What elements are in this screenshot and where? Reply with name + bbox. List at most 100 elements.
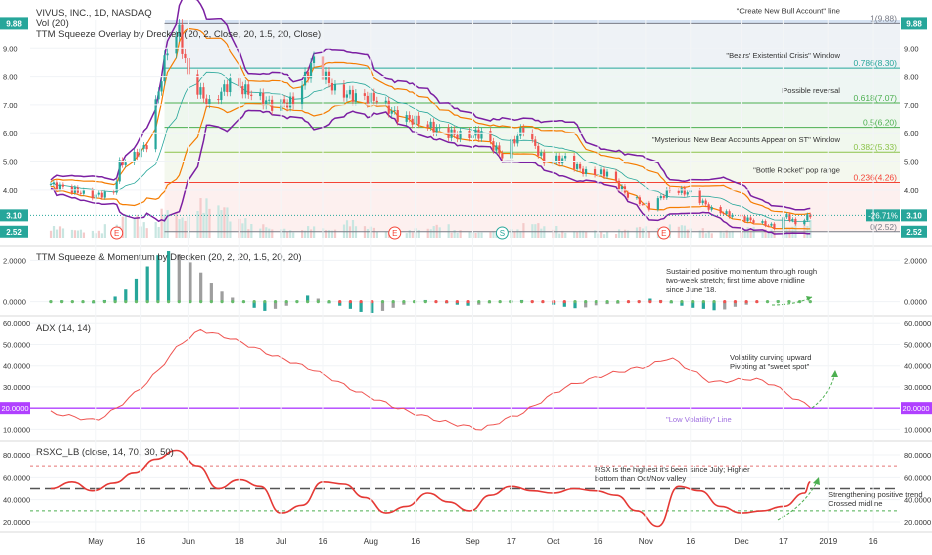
candle-body xyxy=(788,214,791,221)
squeeze-dots xyxy=(49,300,812,304)
momentum-bar xyxy=(701,301,705,309)
adx-tick-left-4: 50.0000 xyxy=(3,340,30,349)
candle-body xyxy=(163,55,166,82)
candle-body xyxy=(662,196,665,198)
price-badges: 9.88 9.88 3.10 3.10 2.52 2.52 -26.71% xyxy=(0,17,927,238)
rsx-tick-right-1: 40.0000 xyxy=(904,496,931,505)
volume-bar xyxy=(121,216,124,238)
volume-bar xyxy=(241,223,244,238)
momentum-tick-left-1: 2.0000 xyxy=(3,256,26,265)
candle-body xyxy=(453,129,456,135)
candle-body xyxy=(241,86,244,95)
candle-body xyxy=(806,214,809,221)
candle-body xyxy=(561,158,564,164)
candle-body xyxy=(384,100,387,103)
badge-right-2 xyxy=(901,225,927,238)
volume-bar xyxy=(292,232,295,238)
volume-bar xyxy=(438,227,441,238)
momentum-tick-right-0: 0.0000 xyxy=(904,298,927,307)
candle-body xyxy=(677,190,680,193)
momentum-bar xyxy=(166,251,171,302)
candle-body xyxy=(435,127,438,133)
squeeze-dot xyxy=(605,300,609,304)
rsx-level-lines xyxy=(30,465,900,512)
volume-bar xyxy=(447,224,450,238)
badge-left-2 xyxy=(0,225,28,238)
price-tick-left-5: 9.00 xyxy=(3,44,18,53)
badge-right-text-1: 3.10 xyxy=(906,211,922,220)
rsx-tick-left-1: 40.0000 xyxy=(3,496,30,505)
volume-bar xyxy=(767,231,770,238)
momentum-bar xyxy=(134,278,139,302)
squeeze-dot xyxy=(188,300,192,304)
volume-bar xyxy=(82,232,86,238)
rsx-tick-right-0: 20.0000 xyxy=(904,518,931,527)
adx-reference-line: 20.0000 20.0000 xyxy=(0,402,932,415)
badge-right-1 xyxy=(901,209,927,222)
rsx-annotation-2: Strengthening positive trend Crossed midl… xyxy=(828,490,923,508)
price-axis: 4.00 4.00 5.00 5.00 6.00 6.00 7.00 7.00 8.00 8.00… xyxy=(3,44,919,195)
momentum-bar xyxy=(733,301,738,307)
momentum-bar xyxy=(124,289,128,302)
momentum-bar xyxy=(306,295,310,302)
adx-reference-badge-left-text: 20.0000 xyxy=(1,404,28,413)
x-tick-14: Dec xyxy=(734,537,748,546)
volume-bar xyxy=(617,229,621,238)
squeeze-dot xyxy=(423,300,427,304)
momentum-bar xyxy=(723,301,727,310)
rsx-axis: 20.0000 20.0000 40.0000 40.0000 60.0000 60.00… xyxy=(3,451,931,527)
squeeze-dot xyxy=(166,300,171,304)
volume-bar xyxy=(154,222,157,238)
candle-body xyxy=(605,171,609,177)
badge-left-text-2: 2.52 xyxy=(6,228,22,237)
candle-body xyxy=(202,87,205,99)
squeeze-dot xyxy=(402,300,406,304)
badge-left-0 xyxy=(0,17,28,30)
volume-bar xyxy=(417,230,420,238)
candle-body xyxy=(728,211,731,217)
volume-bar xyxy=(450,232,453,238)
candle-body xyxy=(262,92,265,106)
candle-body xyxy=(303,71,307,86)
candle-body xyxy=(160,81,163,92)
squeeze-dot xyxy=(509,300,513,304)
squeeze-dot xyxy=(744,300,748,304)
x-tick-5: 16 xyxy=(319,537,328,546)
volume-bar xyxy=(794,224,797,238)
candle-body xyxy=(55,182,59,190)
rsx-title: RSXC_LB (close, 14, 70, 30, 50) xyxy=(36,447,174,458)
price-tick-left-2: 6.00 xyxy=(3,129,18,138)
squeeze-dot xyxy=(541,300,545,304)
momentum-bar xyxy=(391,301,395,308)
adx-reference-badge-right xyxy=(901,402,932,415)
momentum-bar xyxy=(209,283,213,302)
volume-bar xyxy=(70,229,74,238)
x-tick-13: 16 xyxy=(686,537,695,546)
candle-body xyxy=(178,24,181,37)
x-tick-4: Jul xyxy=(276,537,286,546)
squeeze-dot xyxy=(519,300,524,304)
overlay-label: TTM Squeeze Overlay by Drecken (20, 2, C… xyxy=(36,29,321,40)
candle-body xyxy=(719,207,722,214)
candle-body xyxy=(154,99,157,150)
volume-bar xyxy=(489,232,492,238)
volume-bar xyxy=(52,226,56,238)
volume-bar xyxy=(647,231,651,238)
fib-label-4: 0.382(5.33) xyxy=(854,142,898,152)
candle-body xyxy=(794,218,797,225)
candle-body xyxy=(683,188,686,195)
squeeze-dot xyxy=(755,300,759,304)
symbol-header: VIVUS, INC., 1D, NASDAQ xyxy=(36,8,152,19)
candle-body xyxy=(283,99,286,104)
candle-body xyxy=(584,169,588,174)
rsx-tick-right-2: 60.0000 xyxy=(904,473,931,482)
candle-body xyxy=(408,115,411,119)
rsx-pane: 20.0000 20.0000 40.0000 40.0000 60.0000 60.00… xyxy=(3,447,931,528)
volume-bar xyxy=(405,233,408,238)
adx-tick-left-5: 60.0000 xyxy=(3,319,30,328)
squeeze-dot xyxy=(562,300,566,304)
candle-body xyxy=(803,220,806,225)
candle-body xyxy=(522,127,525,133)
volume-bar xyxy=(49,230,53,238)
candle-body xyxy=(184,53,187,59)
